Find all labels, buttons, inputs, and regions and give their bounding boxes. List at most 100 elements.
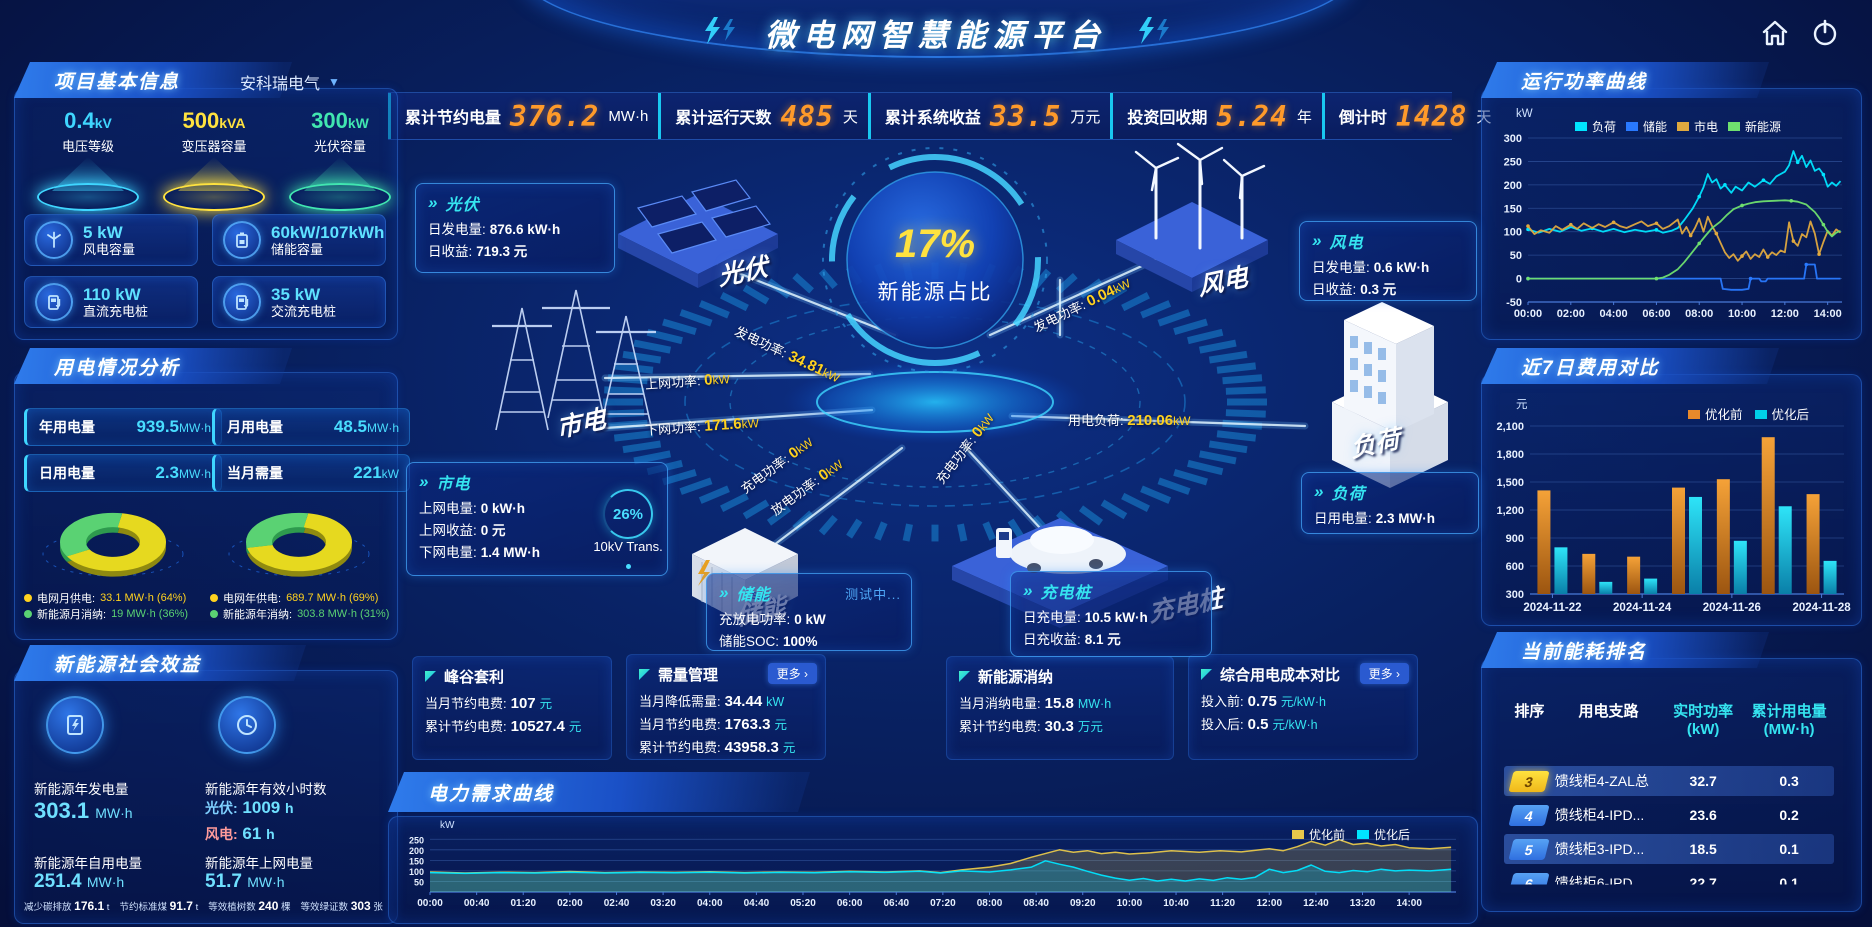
svg-text:10:00: 10:00	[1728, 308, 1756, 320]
wind-turbine-icon	[35, 221, 73, 259]
panel-corner-icon	[1475, 56, 1491, 72]
svg-text:900: 900	[1506, 533, 1524, 545]
table-row[interactable]: 3 馈线柜4-ZAL总 32.7 0.3	[1504, 766, 1834, 796]
ranking-header: 当前能耗排名	[1481, 632, 1769, 668]
top-stat-unit: 万元	[1070, 108, 1101, 126]
benefit-pv-hours: 光伏: 1009 h	[205, 798, 294, 817]
svg-text:00:40: 00:40	[464, 898, 490, 909]
eco-benefit-row: 减少碳排放 176.1 t 节约标准煤 91.7 t 等效植树数 240 棵等效绿证…	[24, 899, 383, 913]
rank-badge: 3	[1508, 770, 1550, 792]
company-select-value: 安科瑞电气	[240, 76, 321, 93]
top-stat-value: 33.5	[989, 99, 1062, 133]
eco-item: 等效植树数 240 棵	[208, 899, 291, 913]
top-stat-value: 5.24	[1216, 99, 1288, 133]
panel-title: 当前能耗排名	[1521, 641, 1648, 663]
benefit-wind-hours: 风电: 61 h	[205, 824, 275, 843]
wind-info-box: » 风电 日发电量: 0.6 kW·h 日收益: 0.3 元	[1299, 221, 1477, 301]
cost-compare-legend: 优化前 优化后	[1688, 404, 1809, 423]
month-energy-donut	[42, 512, 184, 577]
top-stat-label: 投资回收期	[1127, 110, 1208, 127]
charger-icon	[223, 283, 261, 321]
svg-text:06:00: 06:00	[1642, 308, 1670, 320]
project-info-header: 项目基本信息	[14, 62, 292, 98]
center-orb	[847, 172, 1023, 348]
svg-text:150: 150	[1504, 203, 1522, 215]
chevron-down-icon: ▼	[328, 75, 340, 89]
svg-text:0: 0	[1516, 274, 1522, 286]
wind-turbines-icon	[1116, 142, 1268, 292]
svg-text:04:00: 04:00	[697, 898, 723, 909]
building-icon	[1332, 302, 1448, 488]
company-select[interactable]: 安科瑞电气 ▼	[240, 70, 340, 94]
load-info-box: » 负荷 日用电量: 2.3 MW·h	[1301, 472, 1479, 534]
legend-item: 新能源月消纳: 19 MW·h (36%)	[24, 606, 188, 622]
capacity-chip: 110 kW 直流充电桩	[24, 276, 198, 328]
svg-text:02:00: 02:00	[557, 898, 583, 909]
svg-text:-50: -50	[1506, 297, 1522, 309]
top-stat: 投资回收期 5.24 年	[1110, 93, 1321, 139]
chevron-right-icon: »	[419, 472, 430, 491]
svg-text:12:00: 12:00	[1771, 308, 1799, 320]
svg-text:12:40: 12:40	[1303, 898, 1329, 909]
usage-stat: 日用电量 2.3MW·h	[24, 454, 222, 492]
panel-title: 新能源社会效益	[54, 654, 202, 676]
svg-text:00:00: 00:00	[1514, 308, 1542, 320]
legend-item: 优化前	[1688, 404, 1743, 423]
top-stat-unit: 天	[842, 108, 858, 126]
rank-badge: 4	[1508, 804, 1550, 826]
legend-item: 新能源年消纳: 303.8 MW·h (31%)	[210, 606, 389, 622]
svg-text:200: 200	[409, 846, 424, 856]
legend-item: 储能	[1626, 118, 1667, 135]
svg-text:14:00: 14:00	[1814, 308, 1842, 320]
table-row[interactable]: 6 馈线柜6-IPD... 22.7 0.1	[1504, 868, 1834, 885]
panel-corner-icon	[8, 342, 24, 358]
benefit-label: 新能源年发电量	[34, 782, 129, 797]
chevron-right-icon: »	[1314, 482, 1325, 501]
table-row[interactable]: 5 馈线柜3-IPD... 18.5 0.1	[1504, 834, 1834, 864]
capacity-chip: 35 kW 交流充电桩	[212, 276, 386, 328]
panel-corner-icon	[8, 639, 24, 655]
summary-panel: 峰谷套利 当月节约电费: 107 元累计节约电费: 10527.4 元	[412, 656, 612, 760]
benefit-value: 51.7 MW·h	[205, 871, 285, 892]
demand-curve-legend: 优化前 优化后	[1292, 826, 1410, 843]
svg-text:02:00: 02:00	[1557, 308, 1585, 320]
svg-text:2024-11-26: 2024-11-26	[1703, 602, 1761, 614]
panel-corner-icon	[639, 669, 650, 680]
benefit-value: 303.1 MW·h	[34, 798, 133, 823]
cost-compare-header: 近7日费用对比	[1481, 348, 1779, 384]
panel-title: 近7日费用对比	[1521, 357, 1660, 379]
svg-text:07:20: 07:20	[930, 898, 956, 909]
svg-text:04:00: 04:00	[1600, 308, 1628, 320]
power-towers-icon	[492, 289, 656, 431]
top-stat: 累计系统收益 33.5 万元	[867, 93, 1110, 139]
chevron-right-icon: »	[1023, 581, 1034, 600]
svg-text:09:20: 09:20	[1070, 898, 1096, 909]
panel-corner-icon	[8, 56, 24, 72]
top-stat: 累计运行天数 485 天	[658, 93, 868, 139]
year-energy-donut	[228, 512, 370, 577]
power-curve-panel	[1481, 88, 1862, 340]
power-icon[interactable]	[1808, 16, 1842, 50]
panel-title: 用电情况分析	[54, 357, 181, 379]
lightning-icon	[1139, 17, 1169, 44]
home-icon[interactable]	[1758, 16, 1792, 50]
more-button[interactable]: 更多 ›	[767, 663, 817, 684]
rank-badge: 5	[1508, 838, 1550, 860]
page-title: 微电网智慧能源平台	[765, 18, 1107, 53]
power-curve-header: 运行功率曲线	[1481, 62, 1769, 98]
table-row[interactable]: 4 馈线柜4-IPD... 23.6 0.2	[1504, 800, 1834, 830]
svg-text:250: 250	[409, 835, 424, 845]
more-button[interactable]: 更多 ›	[1359, 663, 1409, 684]
charger-icon	[35, 283, 73, 321]
legend-item: 优化后	[1754, 404, 1809, 423]
summary-panel: 需量管理 当月降低需量: 34.44 kW 当月节约电费: 1763.3 元累计节约电费: 4…	[626, 654, 826, 760]
svg-text:06:00: 06:00	[837, 898, 863, 909]
benefit-label: 新能源年上网电量	[205, 856, 313, 871]
svg-text:13:20: 13:20	[1350, 898, 1376, 909]
svg-text:1,800: 1,800	[1496, 449, 1524, 461]
svg-text:10:00: 10:00	[1117, 898, 1143, 909]
top-stats-bar: 累计节约电量 376.2 MW·h 累计运行天数 485 天累计系统收益 33.5 万元 投资回…	[388, 92, 1491, 140]
svg-text:00:00: 00:00	[417, 898, 443, 909]
spotlight-stat: 500kVA 变压器容量	[154, 108, 274, 211]
top-stat-value: 376.2	[510, 99, 600, 133]
